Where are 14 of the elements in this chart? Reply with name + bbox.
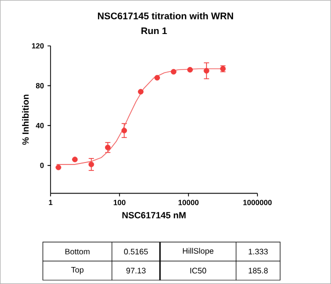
point (121, 128, 128, 134)
point (138, 88, 144, 95)
point (154, 74, 160, 81)
y-axis-title: % Inhibition (22, 94, 29, 145)
point (56, 164, 62, 170)
point (72, 156, 78, 162)
point (204, 68, 210, 74)
chart-subtitle: Run 1 (141, 28, 167, 34)
chart-title: NSC617145 titration with WRN (98, 12, 234, 20)
point (187, 66, 193, 73)
point (88, 162, 94, 168)
point (170, 68, 176, 75)
point (104, 144, 111, 150)
x-axis-title: NSC617145 nM (122, 212, 186, 218)
